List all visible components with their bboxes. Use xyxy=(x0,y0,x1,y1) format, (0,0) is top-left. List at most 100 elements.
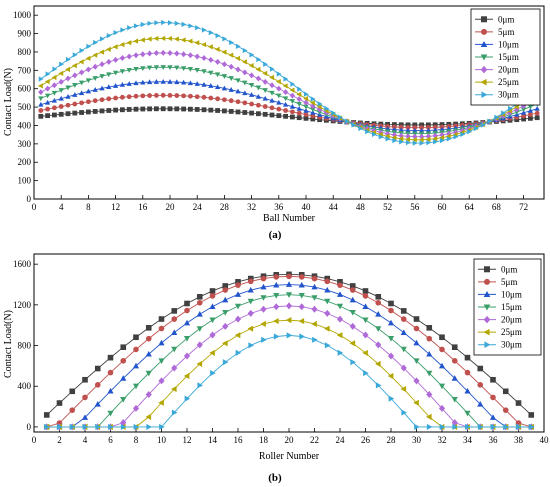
data-point xyxy=(171,346,178,353)
data-point xyxy=(181,21,187,28)
data-point xyxy=(72,62,77,69)
data-point xyxy=(147,106,152,112)
data-point xyxy=(290,114,295,120)
data-point xyxy=(362,317,369,324)
x-tick-label: 48 xyxy=(356,202,366,212)
series-line xyxy=(46,275,532,428)
data-point xyxy=(158,358,165,365)
data-point xyxy=(477,423,484,430)
data-point xyxy=(276,99,282,105)
data-point xyxy=(384,133,390,139)
legend-label: 20μm xyxy=(498,65,519,75)
data-point xyxy=(65,66,71,73)
data-point xyxy=(464,387,471,394)
data-point xyxy=(52,66,58,72)
data-point xyxy=(107,369,114,376)
data-point xyxy=(426,413,432,420)
data-point xyxy=(273,317,279,325)
data-point xyxy=(187,80,194,86)
data-point xyxy=(106,46,111,52)
data-point xyxy=(514,104,519,110)
data-point xyxy=(419,125,424,131)
data-point xyxy=(146,36,152,42)
data-point xyxy=(106,108,112,113)
y-ticks-b: 0 400 800 1200 1600 xyxy=(13,259,38,432)
data-point xyxy=(262,104,268,109)
data-point xyxy=(171,316,178,322)
data-point xyxy=(99,108,105,114)
data-point xyxy=(79,110,84,115)
x-tick-label: 36 xyxy=(489,435,499,445)
data-point xyxy=(215,108,220,113)
data-point xyxy=(106,32,112,39)
data-point xyxy=(85,88,92,94)
legend-marker xyxy=(481,28,487,35)
data-point xyxy=(120,357,127,364)
legend-label: 0μm xyxy=(498,14,514,24)
data-point xyxy=(324,309,331,317)
x-tick-label: 28 xyxy=(220,202,230,212)
panel-caption-a: (a) xyxy=(269,229,282,241)
data-point xyxy=(324,286,331,293)
data-point xyxy=(184,307,190,314)
data-point xyxy=(412,125,418,131)
data-point xyxy=(363,370,369,377)
y-tick-label: 700 xyxy=(18,65,32,75)
y-tick-label: 300 xyxy=(18,139,32,149)
data-point xyxy=(310,100,315,106)
data-point xyxy=(120,27,126,33)
data-point xyxy=(371,131,377,138)
x-axis-label-a: Ball Number xyxy=(263,213,316,224)
data-point xyxy=(534,110,540,116)
data-point xyxy=(413,339,420,346)
data-point xyxy=(516,423,522,430)
data-point xyxy=(388,307,394,314)
data-point xyxy=(503,423,509,430)
data-point xyxy=(303,91,309,97)
plot-frame-b xyxy=(33,253,545,433)
data-point xyxy=(167,50,173,57)
data-point xyxy=(222,340,228,347)
data-point xyxy=(336,303,344,310)
data-point xyxy=(419,140,425,146)
data-point xyxy=(446,136,452,142)
data-point xyxy=(412,127,418,133)
data-point xyxy=(126,81,132,86)
data-point xyxy=(290,109,295,115)
data-point xyxy=(78,80,85,86)
data-point xyxy=(273,274,280,280)
data-point xyxy=(426,423,433,430)
data-point xyxy=(399,139,404,145)
data-point xyxy=(256,56,262,63)
data-point xyxy=(490,394,496,401)
data-point xyxy=(269,97,275,103)
data-point xyxy=(425,136,431,143)
data-point xyxy=(126,107,132,112)
data-point xyxy=(160,78,166,84)
data-point xyxy=(183,372,190,380)
y-tick-label: 900 xyxy=(18,29,32,39)
data-point xyxy=(489,414,497,420)
data-point xyxy=(133,346,139,353)
data-point xyxy=(44,423,50,430)
data-point xyxy=(214,46,220,52)
data-point xyxy=(256,102,261,108)
data-point xyxy=(387,372,394,380)
data-point xyxy=(99,36,105,42)
data-point xyxy=(242,90,248,96)
data-point xyxy=(126,40,132,46)
data-point xyxy=(276,71,282,77)
data-point xyxy=(527,104,534,110)
x-tick-label: 60 xyxy=(438,202,448,212)
data-point xyxy=(196,294,203,300)
data-point xyxy=(140,106,146,112)
data-point xyxy=(65,75,71,82)
data-point xyxy=(260,283,267,290)
data-point xyxy=(119,55,126,62)
x-axis-label-b: Roller Number xyxy=(259,451,320,462)
data-point xyxy=(82,423,89,430)
data-point xyxy=(349,283,356,289)
data-point xyxy=(460,131,466,138)
data-point xyxy=(464,369,471,376)
y-tick-label: 500 xyxy=(18,102,32,112)
